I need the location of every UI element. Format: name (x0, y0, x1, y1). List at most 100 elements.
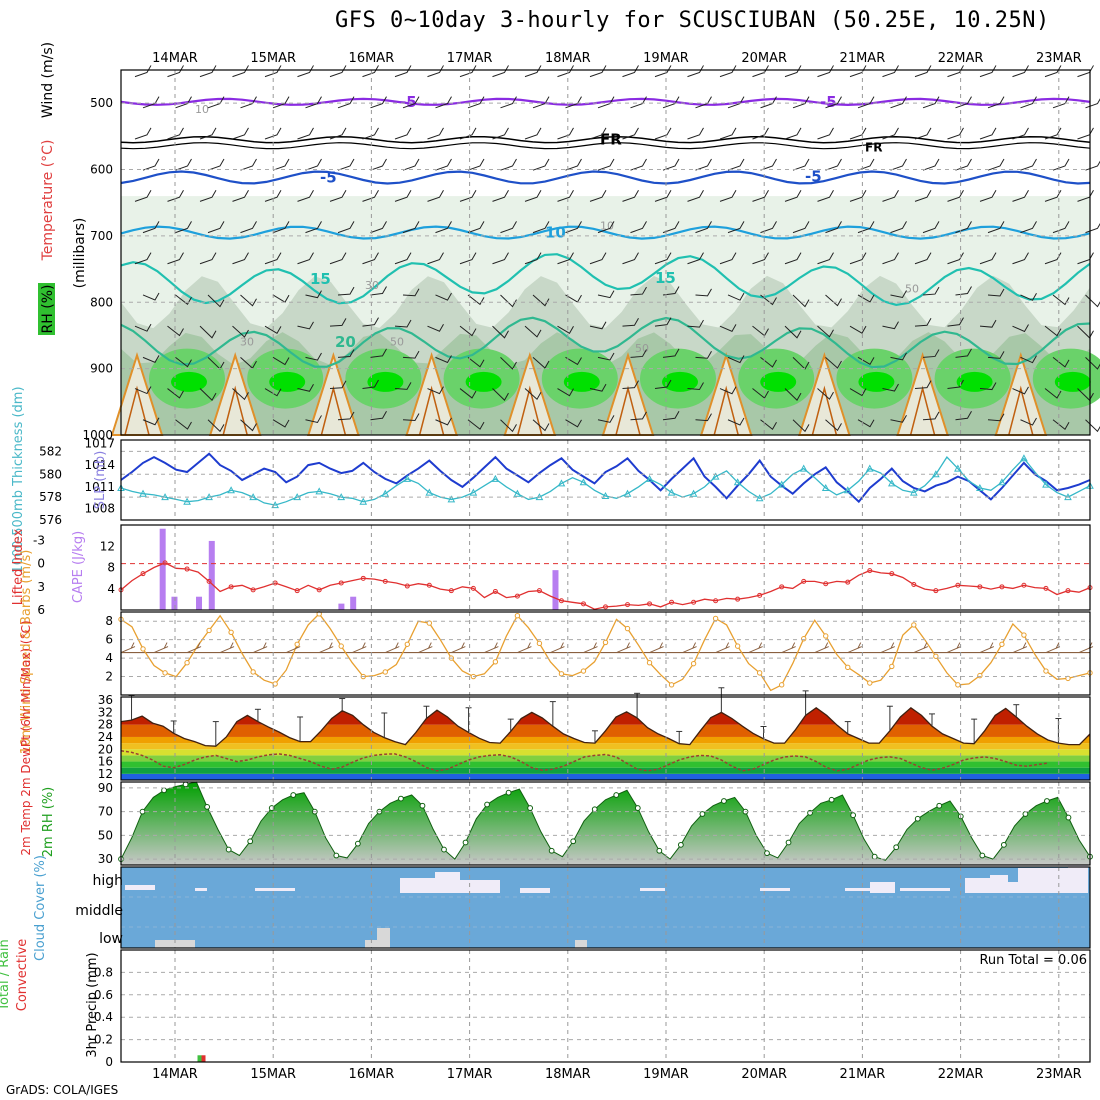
wind-barb (402, 288, 420, 297)
isotherm-label: 20 (335, 333, 356, 351)
li-marker (382, 578, 388, 584)
wind-barb (947, 317, 964, 327)
wind-speed-marker (382, 669, 388, 675)
wind-barb (1085, 160, 1100, 171)
rh-marker (484, 801, 490, 808)
wind-barb (492, 252, 509, 265)
wind-barb (597, 290, 615, 299)
cloud-block-high (965, 878, 990, 893)
wind-barb (687, 189, 704, 202)
wind-barb (167, 189, 184, 202)
wind-barb (272, 221, 290, 234)
cloud-block-low (575, 940, 587, 948)
wind-barb (662, 410, 680, 421)
thickness-marker (601, 491, 610, 499)
wind-speed-marker (558, 671, 565, 677)
li-marker (426, 582, 432, 588)
surface-heat-inner (713, 385, 739, 436)
dewpoint-line (120, 750, 1049, 772)
rh-marker (634, 805, 641, 811)
wind-barb (524, 388, 542, 401)
date-label-top: 14MAR (152, 51, 198, 66)
wind-barb (492, 189, 509, 202)
wind-barb (524, 127, 542, 140)
temp-band (121, 755, 1090, 762)
wind-barb (500, 158, 517, 171)
wind-barb (557, 388, 574, 397)
wind-barb (792, 419, 810, 433)
y-tick-precip: 0.8 (94, 965, 113, 979)
cloud-block-high (845, 888, 870, 891)
isotherm-label: FR (865, 141, 882, 155)
wind-barb (557, 65, 574, 78)
wind-barb (589, 321, 607, 330)
panel-frame-rh (120, 781, 1091, 866)
wind-barb (427, 65, 444, 78)
wind-barb (1077, 127, 1094, 140)
wind-barb (825, 356, 842, 369)
cloud-block-high (990, 875, 1008, 893)
li-marker (536, 588, 542, 594)
wind-barb (500, 419, 517, 433)
li-marker (955, 582, 961, 588)
wind-barb (565, 419, 582, 428)
wind-barb (817, 388, 834, 400)
rh-marker (548, 847, 555, 854)
thickness-marker (513, 489, 522, 497)
wind-barb (459, 252, 477, 265)
wind-barb (532, 221, 550, 234)
y-title-lifted-index: Lifted Index (11, 528, 26, 605)
wind-barb (784, 65, 802, 78)
li-marker (713, 598, 719, 604)
wind-barb (760, 294, 777, 306)
rh-contour-label: 30 (365, 279, 379, 292)
li-marker (338, 580, 344, 586)
thickness-marker (689, 489, 698, 497)
wind-barb (1052, 221, 1070, 234)
wind-barb (979, 252, 997, 265)
panel-frame-upper (120, 69, 1091, 436)
wind-barb-10m (550, 642, 565, 654)
thickness-marker (183, 497, 191, 505)
cloud-block-high (400, 878, 435, 893)
wind-barb (752, 252, 769, 265)
wind-barb-10m (616, 642, 631, 654)
wind-barb (890, 221, 907, 234)
rh-core (563, 371, 600, 392)
panel-frame-precip (120, 949, 1091, 1063)
wind-barb (662, 348, 680, 358)
cape-bar (208, 540, 215, 610)
li-marker (779, 584, 785, 590)
wind-barb (817, 127, 834, 140)
wind-barb-10m (781, 642, 796, 654)
thickness-marker (733, 478, 742, 486)
li-marker (140, 571, 146, 577)
wind-barb (565, 158, 582, 171)
rh-contour-label: 10 (600, 219, 614, 232)
wind-barb (199, 388, 217, 401)
wind-barb-10m (319, 642, 334, 654)
wind-barb (589, 189, 607, 202)
thickness-marker (755, 494, 764, 502)
li-marker (448, 588, 454, 594)
wind-barb (370, 286, 387, 296)
cloud-block-high (520, 888, 550, 893)
cloud-level-high: high (92, 873, 123, 889)
temp-band (121, 773, 1090, 780)
y-tick-precip: 0.6 (94, 988, 113, 1002)
wind-barb (459, 65, 477, 78)
wind-barb (849, 189, 867, 202)
cape-bar (171, 596, 178, 610)
y-tick-rh: 70 (98, 805, 113, 819)
wind-barb (232, 189, 249, 202)
surface-heat-inner (811, 385, 838, 436)
wind-barb (752, 65, 769, 78)
wind-barb (792, 158, 810, 171)
wind-speed-marker (823, 633, 829, 639)
credit-label: GrADS: COLA/IGES (6, 1083, 119, 1097)
wind-barb (362, 65, 379, 78)
isotherm-freezing-2 (120, 142, 1091, 150)
wind-speed-marker (690, 660, 697, 667)
wind-barb (1044, 189, 1062, 202)
wind-barb (565, 356, 582, 366)
